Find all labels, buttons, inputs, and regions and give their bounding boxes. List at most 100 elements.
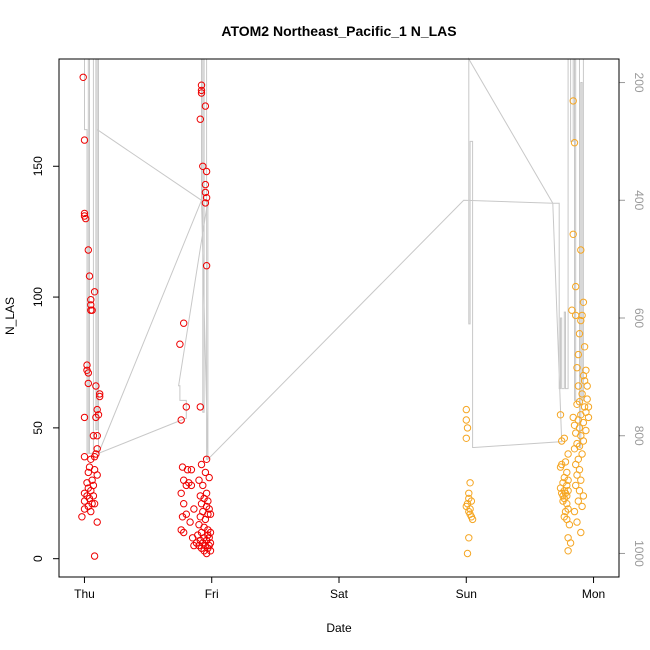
y2-tick-label: 600 — [632, 308, 646, 328]
data-point-red — [92, 413, 100, 422]
data-point-orange — [577, 246, 585, 254]
depth-line-series — [84, 57, 584, 461]
data-point-orange — [579, 492, 588, 500]
data-point-orange — [559, 497, 567, 505]
data-point-red — [202, 502, 211, 511]
data-point-red — [89, 492, 98, 500]
series-layer — [78, 57, 593, 560]
x-tick-label: Thu — [74, 587, 95, 601]
data-point-red — [90, 288, 99, 296]
data-point-orange — [574, 350, 582, 359]
data-point-red — [94, 411, 103, 419]
data-point-orange — [572, 481, 580, 490]
data-point-red — [82, 214, 90, 223]
data-point-red — [195, 476, 203, 484]
data-point-orange — [467, 497, 476, 505]
data-point-red — [197, 544, 206, 552]
data-point-orange — [570, 507, 579, 516]
data-point-orange — [575, 398, 584, 406]
data-point-red — [201, 515, 210, 524]
data-point-orange — [572, 282, 580, 291]
data-point-red — [80, 505, 89, 513]
data-point-red — [205, 505, 213, 513]
data-point-orange — [575, 424, 584, 432]
data-point-red — [96, 390, 104, 398]
data-point-orange — [465, 534, 473, 542]
plot-frame — [58, 58, 620, 578]
data-point-orange — [561, 458, 570, 466]
data-point-red — [199, 481, 207, 490]
data-point-red — [199, 162, 207, 171]
data-point-orange — [462, 416, 470, 424]
data-point-red — [182, 403, 191, 411]
data-point-red — [196, 115, 205, 123]
data-point-red — [202, 549, 211, 558]
data-point-orange — [579, 371, 588, 380]
data-point-red — [90, 500, 99, 508]
data-point-orange — [560, 434, 568, 442]
data-point-orange — [556, 411, 565, 419]
data-point-red — [84, 379, 93, 388]
data-point-orange — [465, 489, 473, 497]
data-point-orange — [580, 343, 589, 351]
data-point-red — [186, 518, 194, 526]
data-point-orange — [574, 497, 582, 505]
data-point-red — [197, 460, 206, 469]
y-tick-label: 150 — [31, 156, 45, 176]
data-point-orange — [566, 539, 575, 547]
data-point-red — [84, 369, 93, 377]
x-tick-label: Sat — [330, 587, 349, 601]
data-point-red — [87, 306, 95, 314]
data-point-orange — [564, 547, 572, 555]
data-point-red — [177, 416, 185, 424]
data-point-orange — [580, 403, 589, 411]
y-tick-label: 0 — [31, 555, 45, 562]
data-point-orange — [462, 434, 470, 442]
data-point-red — [78, 513, 86, 521]
data-point-red — [93, 405, 101, 414]
data-point-red — [204, 531, 212, 539]
data-point-red — [176, 340, 184, 348]
data-point-orange — [565, 521, 574, 529]
data-point-orange — [563, 500, 571, 508]
data-point-red — [90, 453, 99, 461]
data-point-red — [187, 466, 196, 474]
data-point-red — [178, 513, 187, 521]
data-point-orange — [556, 484, 565, 492]
data-point-red — [92, 382, 100, 390]
data-point-red — [85, 272, 94, 280]
data-point-red — [206, 510, 215, 518]
data-point-red — [93, 471, 101, 479]
data-point-orange — [563, 492, 571, 500]
data-point-orange — [570, 445, 579, 453]
data-point-red — [180, 528, 188, 537]
data-point-red — [84, 468, 93, 477]
data-point-red — [185, 479, 193, 487]
data-point-orange — [579, 437, 588, 445]
data-point-red — [201, 102, 210, 110]
data-point-red — [205, 473, 213, 482]
data-point-red — [93, 445, 101, 453]
data-point-red — [197, 89, 206, 97]
y-tick-label: 100 — [31, 287, 45, 307]
data-point-red — [177, 489, 185, 497]
y2-tick-label: 1000 — [632, 540, 646, 567]
axes-layer: Thu Fri Sat Sun Mon 0 50 100 150 200 400 600 800 1000 — [31, 73, 646, 601]
y-axis-label: N_LAS — [3, 297, 17, 335]
x-tick-label: Fri — [205, 587, 219, 601]
data-point-orange — [573, 400, 581, 408]
data-point-red — [180, 500, 188, 508]
data-point-red — [80, 413, 89, 422]
data-point-red — [80, 497, 89, 505]
data-point-orange — [564, 505, 572, 513]
data-point-orange — [583, 382, 591, 390]
data-point-red — [84, 246, 93, 254]
data-point-orange — [556, 463, 565, 471]
data-point-orange — [579, 298, 588, 306]
data-point-orange — [466, 479, 474, 487]
data-point-orange — [573, 364, 581, 372]
data-point-red — [90, 552, 99, 560]
data-point-red — [80, 209, 89, 218]
data-point-orange — [577, 316, 585, 325]
